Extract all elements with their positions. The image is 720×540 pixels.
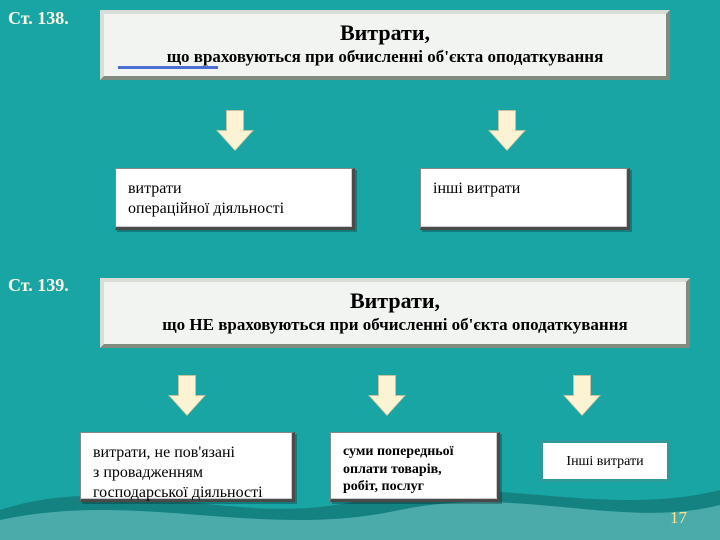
header-2-title: Витрати, (114, 288, 676, 314)
header-box-1: Витрати, що враховуються при обчисленні … (100, 10, 670, 80)
box-other-text: інші витрати (433, 180, 520, 197)
wave-light-path (0, 502, 720, 540)
box-op-line2: операційної діяльності (128, 200, 284, 217)
box-non-business: витрати, не пов'язані з провадженням гос… (80, 432, 295, 502)
box-nb-line3: господарської діяльності (93, 484, 263, 501)
box-operational-expenses: витрати операційної діяльності (115, 168, 355, 230)
box-other2-text: Інші витрати (566, 454, 643, 469)
header-box-2: Витрати, що НЕ враховуються при обчислен… (100, 278, 690, 348)
box-pre-line1: суми попередньої (343, 444, 454, 459)
header-2-subtitle: що НЕ враховуються при обчисленні об'єкт… (114, 314, 676, 335)
box-other-expenses: інші витрати (420, 168, 630, 230)
page-number: 17 (670, 508, 687, 528)
arrow-down-icon (170, 375, 204, 415)
arrow-down-icon (490, 110, 524, 150)
box-other-2: Інші витрати (540, 440, 670, 482)
box-pre-line2: оплати товарів, (343, 462, 442, 477)
box-nb-line2: з провадженням (93, 464, 203, 481)
arrow-down-icon (565, 375, 599, 415)
arrow-down-icon (218, 110, 252, 150)
header-1-subtitle: що враховуються при обчисленні об'єкта о… (114, 46, 656, 67)
header-1-underline (118, 66, 218, 69)
article-ref-139: Ст. 139. (8, 275, 69, 296)
article-ref-138: Ст. 138. (8, 8, 69, 29)
box-op-line1: витрати (128, 180, 182, 197)
slide: Ст. 138. Ст. 139. Витрати, що враховують… (0, 0, 720, 540)
header-1-title: Витрати, (114, 20, 656, 46)
box-prepayment: суми попередньої оплати товарів, робіт, … (330, 432, 500, 502)
box-pre-line3: робіт, послуг (343, 479, 424, 494)
arrow-down-icon (370, 375, 404, 415)
box-nb-line1: витрати, не пов'язані (93, 444, 235, 461)
